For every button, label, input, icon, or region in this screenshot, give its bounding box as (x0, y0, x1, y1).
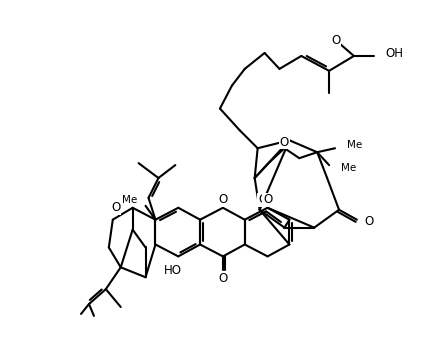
Text: HO: HO (164, 264, 182, 277)
Text: OH: OH (386, 48, 404, 61)
Text: O: O (218, 272, 228, 285)
Text: O: O (263, 193, 272, 206)
Text: O: O (111, 201, 120, 214)
Text: O: O (365, 215, 374, 228)
Text: Me: Me (341, 163, 356, 173)
Text: Me: Me (122, 195, 137, 205)
Text: Me: Me (347, 140, 362, 150)
Text: O: O (258, 193, 267, 206)
Text: O: O (218, 193, 228, 206)
Text: O: O (280, 136, 289, 149)
Text: O: O (331, 34, 341, 47)
